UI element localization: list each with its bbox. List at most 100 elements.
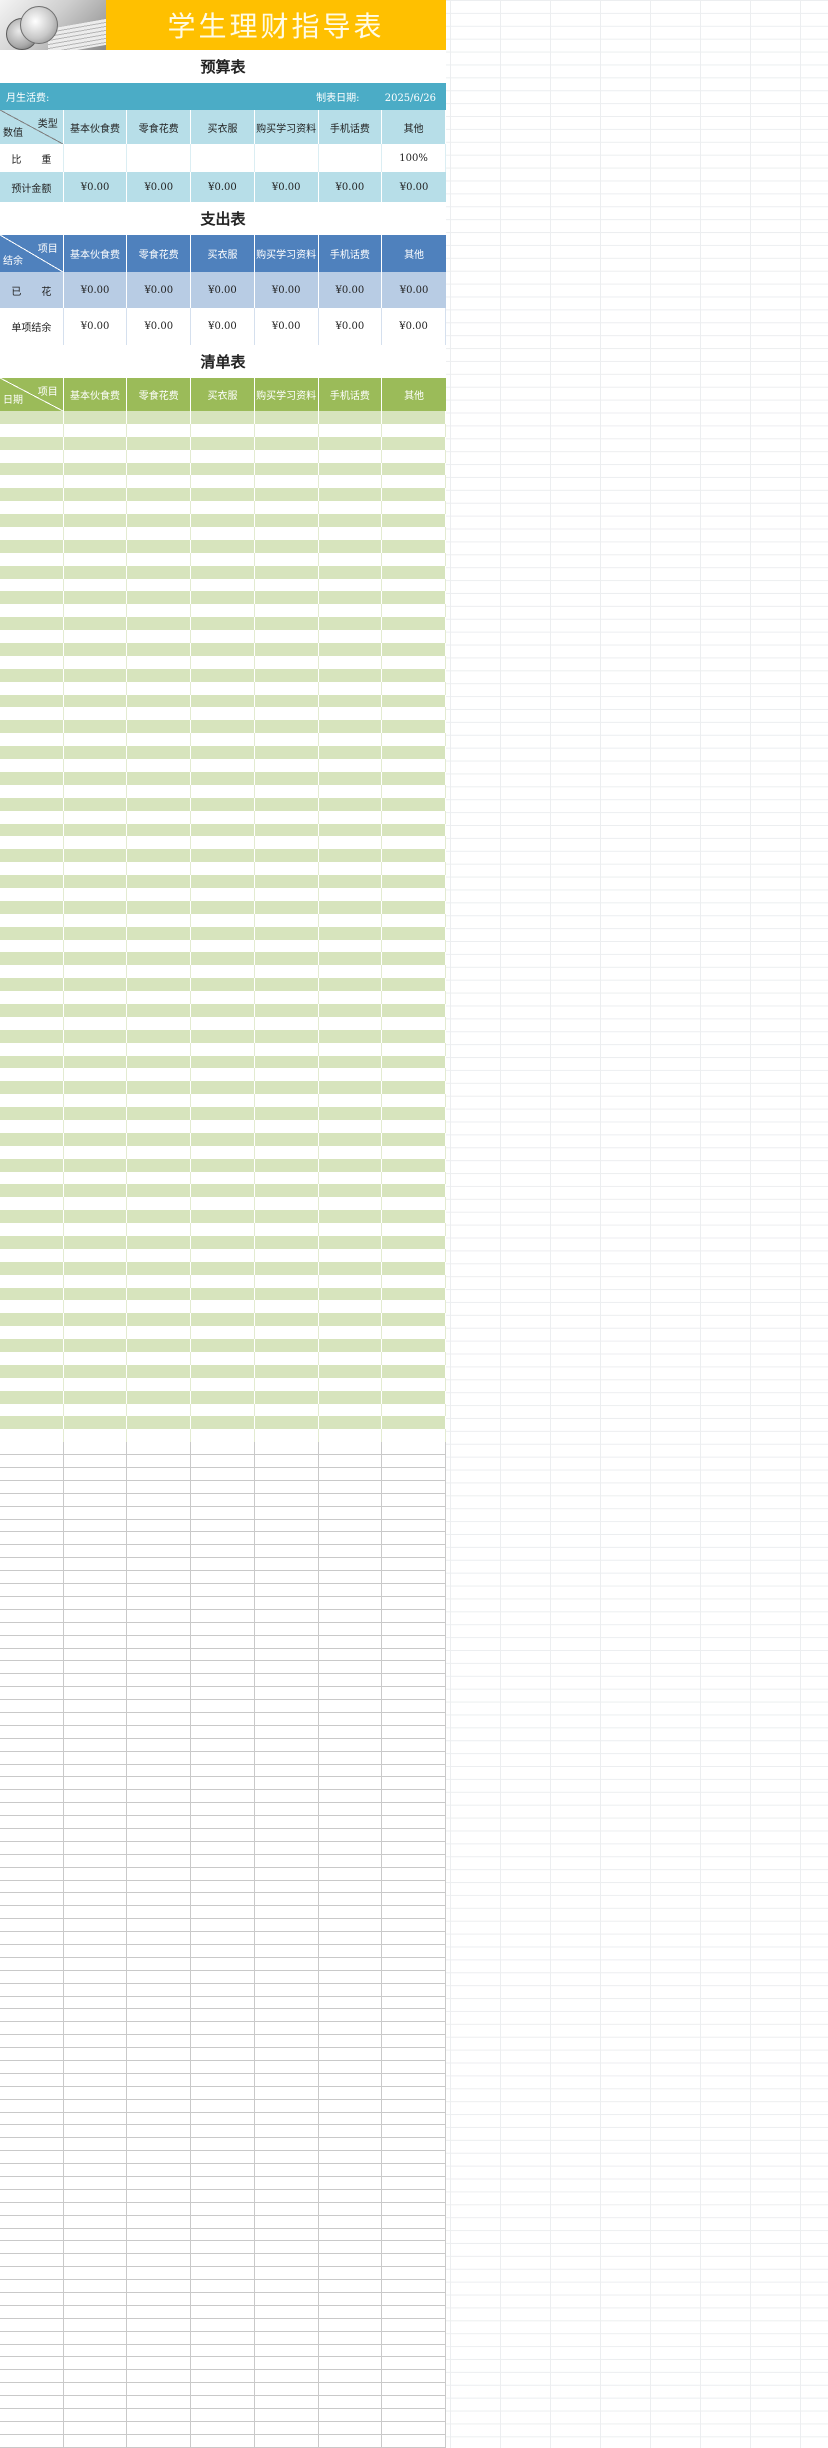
table-cell[interactable] (191, 2151, 255, 2164)
table-cell[interactable] (191, 720, 255, 734)
table-cell[interactable] (0, 617, 64, 631)
table-cell[interactable] (255, 2035, 319, 2048)
table-cell[interactable] (191, 2305, 255, 2318)
table-cell[interactable] (319, 1313, 383, 1327)
table-cell[interactable] (382, 1107, 446, 1120)
table-cell[interactable] (319, 1171, 383, 1185)
table-cell[interactable] (382, 1403, 446, 1417)
table-cell[interactable] (0, 1274, 64, 1288)
table-cell[interactable] (0, 2241, 64, 2254)
table-cell[interactable] (319, 1287, 383, 1301)
table-cell[interactable] (127, 1210, 192, 1224)
table-cell[interactable] (382, 1970, 446, 1983)
table-cell[interactable] (255, 2073, 319, 2086)
table-cell[interactable] (191, 2383, 255, 2396)
table-cell[interactable] (319, 2202, 383, 2215)
table-cell[interactable] (319, 449, 383, 463)
table-cell[interactable] (255, 1906, 319, 1919)
table-cell[interactable] (64, 1816, 128, 1828)
table-cell[interactable] (255, 1326, 319, 1340)
table-cell[interactable] (191, 836, 255, 850)
table-cell[interactable] (64, 1055, 128, 1069)
table-cell[interactable] (0, 1352, 64, 1365)
table-cell[interactable] (382, 1352, 446, 1365)
table-cell[interactable] (319, 2267, 383, 2280)
table-cell[interactable] (191, 1674, 255, 1687)
table-cell[interactable] (255, 720, 319, 734)
table-cell[interactable] (0, 2280, 64, 2293)
table-cell[interactable] (382, 501, 446, 515)
table-cell[interactable] (255, 501, 319, 515)
table-cell[interactable] (64, 527, 128, 540)
table-cell[interactable] (191, 1906, 255, 1919)
table-cell[interactable] (0, 681, 64, 695)
table-cell[interactable] (255, 1236, 319, 1249)
table-cell[interactable] (191, 1777, 255, 1790)
table-cell[interactable] (64, 810, 128, 824)
table-cell[interactable] (0, 759, 64, 772)
table-cell[interactable] (64, 1996, 128, 2009)
table-cell[interactable] (319, 1751, 383, 1764)
table-cell[interactable] (127, 1468, 192, 1480)
table-cell[interactable] (0, 1854, 64, 1867)
table-cell[interactable] (382, 1932, 446, 1944)
table-cell[interactable] (255, 965, 319, 979)
table-cell[interactable] (382, 436, 446, 450)
table-cell[interactable] (191, 1957, 255, 1970)
table-cell[interactable] (382, 2112, 446, 2125)
table-cell[interactable] (191, 630, 255, 644)
table-cell[interactable] (319, 1674, 383, 1687)
table-cell[interactable] (382, 1364, 446, 1378)
table-cell[interactable] (255, 1854, 319, 1867)
table-cell[interactable] (191, 1519, 255, 1532)
table-cell[interactable] (64, 720, 128, 734)
table-cell[interactable] (191, 2022, 255, 2035)
table-cell[interactable] (127, 1816, 192, 1828)
table-cell[interactable] (382, 1468, 446, 1480)
table-cell[interactable] (255, 1532, 319, 1545)
table-cell[interactable] (255, 1622, 319, 1635)
table-cell[interactable] (191, 1983, 255, 1996)
table-cell[interactable] (191, 823, 255, 837)
table-cell[interactable] (64, 2035, 128, 2048)
table-cell[interactable] (382, 1326, 446, 1340)
table-cell[interactable] (64, 1145, 128, 1159)
table-cell[interactable] (127, 771, 192, 785)
table-cell[interactable] (255, 926, 319, 940)
table-cell[interactable] (0, 1377, 64, 1391)
table-cell[interactable] (64, 539, 128, 553)
table-cell[interactable] (319, 2177, 383, 2189)
table-cell[interactable] (0, 939, 64, 953)
table-cell[interactable] (64, 2280, 128, 2293)
table-cell[interactable] (382, 2241, 446, 2254)
table-cell[interactable] (127, 926, 192, 940)
table-cell[interactable] (0, 552, 64, 566)
table-cell[interactable] (255, 1919, 319, 1932)
table-cell[interactable] (319, 823, 383, 837)
table-cell[interactable] (382, 1429, 446, 1443)
table-cell[interactable] (191, 1248, 255, 1262)
table-cell[interactable] (127, 991, 192, 1004)
table-cell[interactable] (64, 2331, 128, 2344)
table-cell[interactable] (382, 1622, 446, 1635)
table-cell[interactable] (255, 1596, 319, 1609)
table-cell[interactable] (191, 1300, 255, 1314)
table-cell[interactable] (255, 1455, 319, 1468)
table-cell[interactable] (382, 1390, 446, 1404)
table-cell[interactable] (64, 2112, 128, 2125)
table-cell[interactable] (319, 862, 383, 876)
table-cell[interactable] (127, 1635, 192, 1648)
table-cell[interactable] (64, 862, 128, 876)
table-cell[interactable] (382, 2331, 446, 2344)
table-cell[interactable] (127, 1803, 192, 1816)
table-cell[interactable] (319, 1248, 383, 1262)
table-cell[interactable] (127, 1158, 192, 1172)
table-cell[interactable] (64, 1158, 128, 1172)
table-cell[interactable] (191, 1287, 255, 1301)
table-cell[interactable] (64, 2048, 128, 2060)
table-cell[interactable] (191, 1223, 255, 1236)
table-cell[interactable] (127, 436, 192, 450)
table-cell[interactable] (255, 1790, 319, 1803)
table-cell[interactable] (382, 1712, 446, 1725)
table-cell[interactable] (64, 681, 128, 695)
